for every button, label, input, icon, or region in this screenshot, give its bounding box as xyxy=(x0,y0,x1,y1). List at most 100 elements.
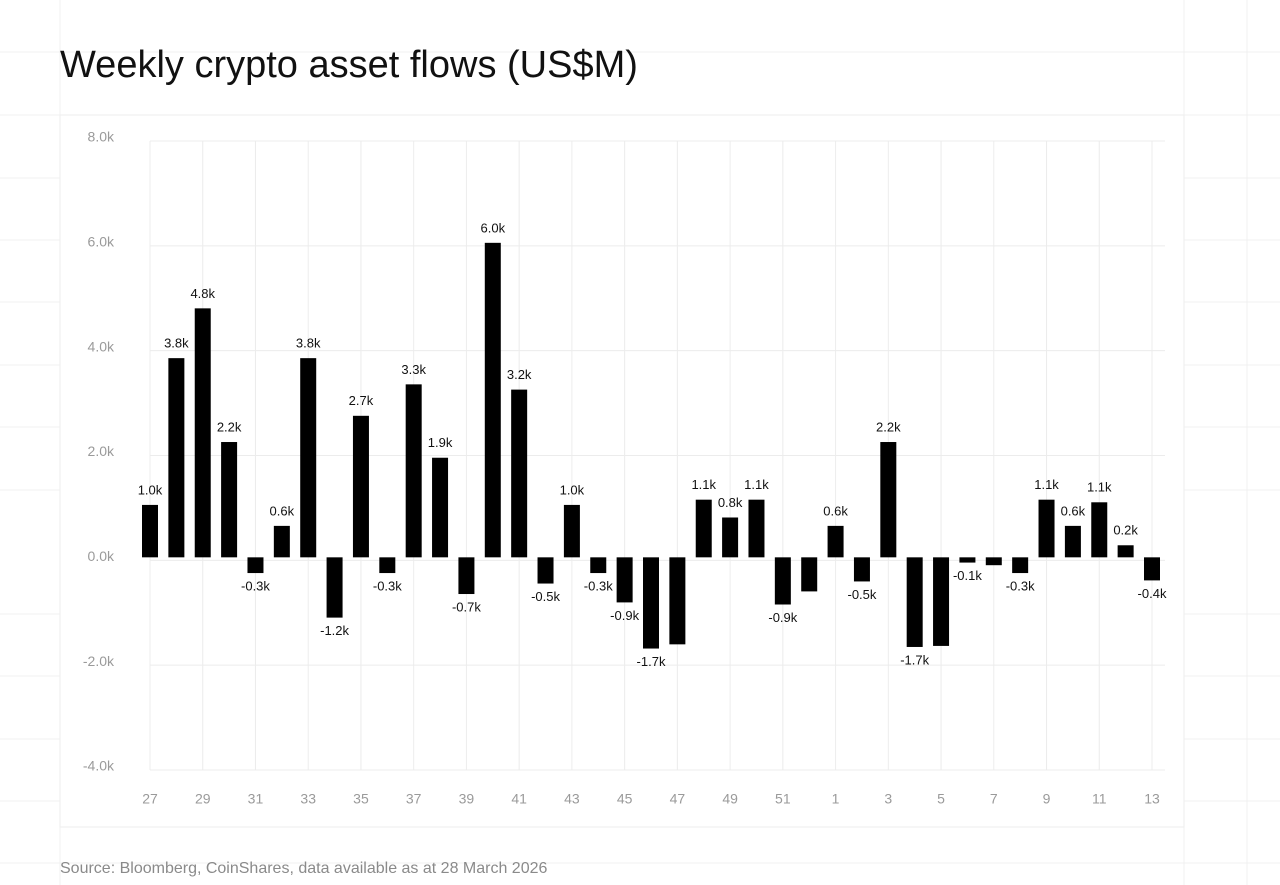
value-label: 1.0k xyxy=(560,482,585,497)
x-tick-label: 39 xyxy=(459,791,475,807)
bar xyxy=(880,442,897,558)
value-label: 2.2k xyxy=(876,419,901,434)
bar xyxy=(458,557,475,595)
bar xyxy=(273,525,290,558)
chart-title: Weekly crypto asset flows (US$M) xyxy=(60,44,638,86)
bar xyxy=(933,557,950,646)
y-tick-label: 6.0k xyxy=(88,234,115,250)
bar xyxy=(801,557,818,592)
y-tick-label: -4.0k xyxy=(83,758,115,774)
bar xyxy=(774,557,791,605)
value-label: -0.5k xyxy=(531,589,560,604)
bar xyxy=(1091,502,1108,558)
x-tick-label: 13 xyxy=(1144,791,1160,807)
value-label: 0.6k xyxy=(270,503,295,518)
value-label: -0.3k xyxy=(1006,578,1035,593)
bar xyxy=(827,525,844,558)
bar xyxy=(432,457,449,558)
bar xyxy=(194,308,211,558)
value-label: 1.0k xyxy=(138,482,163,497)
value-label: 3.8k xyxy=(164,336,189,351)
value-label: -1.7k xyxy=(900,652,929,667)
x-tick-label: 35 xyxy=(353,791,369,807)
y-tick-label: 0.0k xyxy=(88,548,115,564)
value-label: 2.7k xyxy=(349,393,374,408)
bar xyxy=(563,504,580,558)
value-label: 2.2k xyxy=(217,419,242,434)
bar xyxy=(1117,545,1134,558)
x-tick-label: 9 xyxy=(1043,791,1051,807)
x-tick-label: 5 xyxy=(937,791,945,807)
x-tick-label: 45 xyxy=(617,791,633,807)
plot-panel xyxy=(59,114,1185,828)
bar xyxy=(590,557,607,574)
source-note: Source: Bloomberg, CoinShares, data avai… xyxy=(60,860,548,877)
bar xyxy=(906,557,923,647)
x-tick-label: 3 xyxy=(884,791,892,807)
value-label: 1.1k xyxy=(744,477,769,492)
bar xyxy=(379,557,396,574)
bar xyxy=(484,242,501,558)
bar xyxy=(221,442,238,558)
y-tick-label: 2.0k xyxy=(88,443,115,459)
x-tick-label: 51 xyxy=(775,791,791,807)
value-label: 0.6k xyxy=(1061,503,1086,518)
value-label: 4.8k xyxy=(190,286,215,301)
x-tick-label: 43 xyxy=(564,791,580,807)
bar xyxy=(168,358,185,558)
y-tick-label: 4.0k xyxy=(88,338,115,354)
bar xyxy=(326,557,343,618)
value-label: -0.9k xyxy=(768,610,797,625)
value-label: 1.1k xyxy=(1087,480,1112,495)
x-tick-label: 47 xyxy=(670,791,686,807)
value-label: 0.8k xyxy=(718,495,743,510)
x-tick-label: 31 xyxy=(248,791,264,807)
bar xyxy=(1064,525,1081,558)
value-label: 3.8k xyxy=(296,336,321,351)
value-label: -1.2k xyxy=(320,623,349,638)
bar xyxy=(511,389,528,558)
bar xyxy=(669,557,686,645)
value-label: 1.9k xyxy=(428,435,453,450)
x-tick-label: 27 xyxy=(142,791,158,807)
bar xyxy=(1038,499,1055,558)
bar xyxy=(748,499,765,558)
x-tick-label: 49 xyxy=(722,791,738,807)
value-label: -0.1k xyxy=(953,568,982,583)
x-tick-label: 11 xyxy=(1092,791,1107,807)
bar xyxy=(616,557,633,603)
value-label: -0.4k xyxy=(1138,586,1167,601)
value-label: -0.9k xyxy=(610,608,639,623)
value-label: -0.3k xyxy=(584,578,613,593)
bar xyxy=(142,504,158,558)
bar xyxy=(300,358,317,558)
bar xyxy=(1144,557,1160,581)
value-label: 0.6k xyxy=(823,503,848,518)
bar xyxy=(853,557,870,582)
value-label: -0.3k xyxy=(373,578,402,593)
value-label: 1.1k xyxy=(1034,477,1059,492)
y-tick-label: 8.0k xyxy=(88,129,115,145)
bar xyxy=(405,384,422,558)
x-tick-label: 41 xyxy=(511,791,527,807)
x-tick-label: 1 xyxy=(832,791,840,807)
value-label: 0.2k xyxy=(1113,523,1138,538)
bar xyxy=(722,517,739,558)
bar xyxy=(643,557,659,649)
x-tick-label: 33 xyxy=(300,791,316,807)
value-label: 1.1k xyxy=(691,477,716,492)
bar xyxy=(247,557,264,574)
bar xyxy=(695,499,712,558)
y-tick-label: -2.0k xyxy=(83,653,115,669)
value-label: -1.7k xyxy=(637,654,666,669)
bar xyxy=(959,557,976,563)
value-label: 3.3k xyxy=(401,362,426,377)
bar xyxy=(352,415,369,558)
x-tick-label: 29 xyxy=(195,791,211,807)
value-label: -0.5k xyxy=(847,587,876,602)
bar xyxy=(985,557,1002,566)
value-label: 3.2k xyxy=(507,367,532,382)
x-tick-label: 37 xyxy=(406,791,422,807)
